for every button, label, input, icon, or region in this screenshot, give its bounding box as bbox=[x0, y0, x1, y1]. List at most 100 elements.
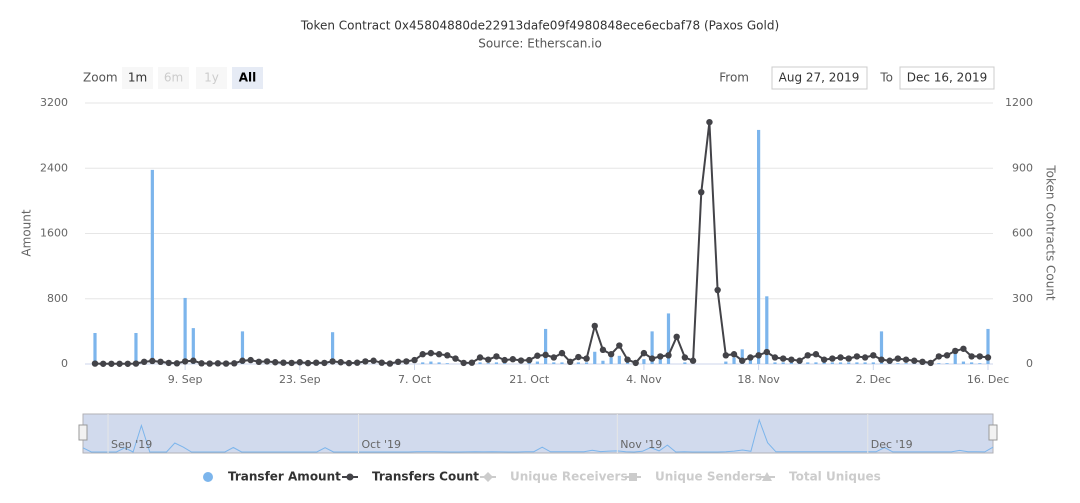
line-point bbox=[845, 355, 852, 362]
line-point bbox=[280, 359, 287, 366]
line-point bbox=[927, 359, 934, 367]
line-point bbox=[984, 354, 992, 361]
line-point bbox=[313, 359, 320, 366]
bar bbox=[838, 362, 843, 364]
x-tick-label: 21. Oct bbox=[509, 373, 550, 386]
line-point bbox=[886, 357, 893, 364]
legend-symbol[interactable] bbox=[629, 473, 637, 481]
line-point bbox=[698, 188, 705, 196]
bar bbox=[896, 363, 900, 364]
bar bbox=[429, 361, 433, 364]
bar bbox=[183, 297, 187, 364]
line-point bbox=[116, 360, 123, 367]
line-point bbox=[526, 356, 533, 364]
navigator-label: Sep '19 bbox=[111, 438, 152, 451]
to-label: To bbox=[879, 71, 893, 85]
line-point bbox=[460, 359, 467, 367]
zoom-button[interactable] bbox=[232, 67, 263, 89]
legend-symbol[interactable] bbox=[483, 472, 493, 482]
bar bbox=[863, 362, 867, 364]
x-tick-label: 9. Sep bbox=[168, 373, 203, 386]
line-point bbox=[763, 348, 770, 356]
line-point bbox=[689, 357, 697, 364]
bar bbox=[593, 351, 597, 364]
legend-label[interactable]: Transfer Amount bbox=[228, 470, 341, 484]
navigator-series bbox=[82, 418, 994, 453]
bar bbox=[806, 362, 810, 364]
zoom-button[interactable] bbox=[122, 67, 153, 89]
line-point bbox=[296, 359, 304, 366]
zoom-button[interactable] bbox=[158, 67, 189, 89]
zoom-button-label[interactable]: All bbox=[239, 71, 257, 85]
y-axis-title: Amount bbox=[20, 209, 34, 256]
from-input[interactable] bbox=[771, 66, 868, 90]
bar bbox=[830, 362, 834, 364]
x-tick-label: 2. Dec bbox=[856, 373, 891, 386]
line-point bbox=[804, 352, 811, 359]
line-point bbox=[304, 359, 312, 367]
y2-tick-label: 300 bbox=[1012, 292, 1033, 305]
line-point bbox=[943, 352, 951, 359]
line-point bbox=[452, 355, 459, 362]
line-point bbox=[935, 353, 943, 360]
line-point bbox=[140, 358, 148, 366]
legend-label[interactable]: Transfers Count bbox=[372, 470, 479, 484]
bar bbox=[330, 332, 335, 364]
navigator-mask[interactable] bbox=[82, 413, 994, 454]
zoom-button-label[interactable]: 1y bbox=[204, 71, 219, 85]
line-point bbox=[378, 359, 385, 366]
bar bbox=[552, 362, 556, 364]
bar bbox=[683, 362, 687, 364]
line-point bbox=[403, 358, 410, 365]
legend-symbol[interactable] bbox=[203, 472, 213, 482]
navigator-handle[interactable] bbox=[78, 424, 88, 441]
bar bbox=[945, 363, 949, 364]
bar bbox=[781, 362, 785, 364]
legend-symbol[interactable] bbox=[346, 473, 354, 481]
bar bbox=[748, 359, 753, 364]
bar bbox=[642, 359, 646, 364]
line-point bbox=[132, 360, 140, 367]
to-input[interactable] bbox=[899, 66, 995, 90]
bar bbox=[503, 363, 507, 364]
line-point bbox=[206, 360, 213, 367]
line-point bbox=[853, 353, 861, 360]
bar bbox=[961, 361, 966, 364]
line-point bbox=[157, 358, 164, 366]
line-point bbox=[952, 347, 959, 355]
line-point bbox=[550, 354, 557, 361]
navigator-handle[interactable] bbox=[988, 424, 998, 441]
bar bbox=[986, 328, 990, 364]
navigator-label: Dec '19 bbox=[871, 438, 913, 451]
to-value[interactable]: Dec 16, 2019 bbox=[907, 71, 987, 85]
y2-tick-label: 600 bbox=[1012, 227, 1033, 240]
line-point bbox=[198, 360, 205, 367]
bar bbox=[560, 362, 564, 364]
line-point bbox=[427, 349, 435, 357]
legend-symbol[interactable] bbox=[762, 472, 772, 481]
x-tick-label: 18. Nov bbox=[737, 373, 780, 386]
zoom-button-label[interactable]: 6m bbox=[164, 71, 183, 85]
bar bbox=[953, 352, 957, 364]
bar bbox=[134, 333, 138, 364]
line-point bbox=[747, 354, 754, 361]
line-point bbox=[583, 355, 590, 362]
bar bbox=[757, 129, 761, 364]
line-point bbox=[394, 358, 402, 366]
zoom-button-label[interactable]: 1m bbox=[128, 71, 147, 85]
chart-subtitle: Source: Etherscan.io bbox=[478, 37, 602, 51]
x-tick-label: 7. Oct bbox=[398, 373, 432, 386]
zoom-button[interactable] bbox=[196, 67, 227, 89]
bar bbox=[970, 362, 974, 364]
legend-label[interactable]: Unique Senders bbox=[655, 470, 762, 484]
line-point bbox=[640, 349, 648, 357]
legend-label[interactable]: Unique Receivers bbox=[510, 470, 628, 484]
bar bbox=[732, 357, 736, 364]
line-point bbox=[714, 286, 721, 294]
legend-label[interactable]: Total Uniques bbox=[789, 470, 881, 484]
from-value[interactable]: Aug 27, 2019 bbox=[779, 71, 860, 85]
line-point bbox=[755, 352, 762, 359]
navigator-label: Oct '19 bbox=[362, 438, 402, 451]
line-point bbox=[362, 358, 369, 365]
